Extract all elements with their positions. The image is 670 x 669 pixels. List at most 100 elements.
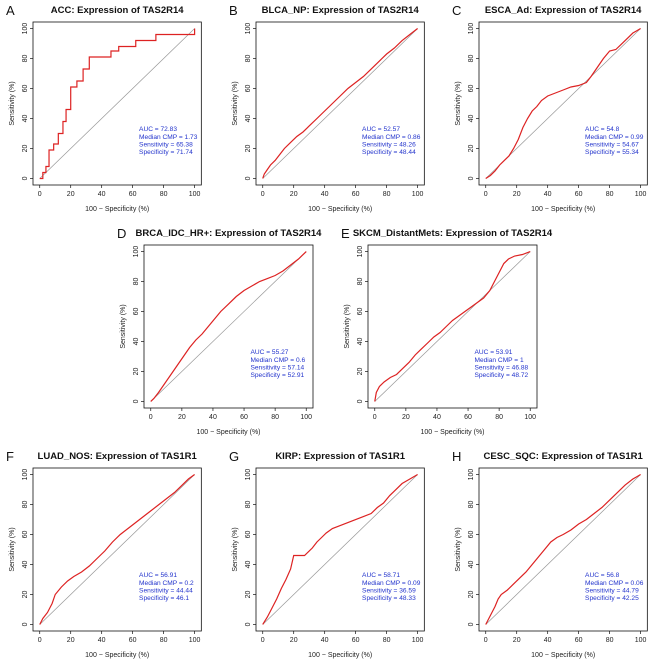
auc-stat: AUC = 52.57 — [362, 126, 400, 133]
y-axis-label: Sensitivity (%) — [232, 81, 239, 125]
chart-title: LUAD_NOS: Expression of TAS1R1 — [38, 451, 198, 462]
y-tick-label: 20 — [22, 590, 29, 598]
median-cmp-stat: Median CMP = 0.99 — [585, 134, 644, 141]
chart-panel-f: F LUAD_NOS: Expression of TAS1R1 0 20 40 60 80… — [6, 449, 202, 659]
y-tick-label: 20 — [468, 590, 475, 598]
x-tick-label: 80 — [271, 414, 279, 421]
plot-frame — [32, 467, 202, 632]
x-tick-label: 80 — [383, 637, 391, 644]
y-tick-label: 40 — [22, 115, 29, 123]
y-tick-label: 20 — [245, 590, 252, 598]
sensitivity-stat: Sensitivity = 44.44 — [139, 587, 193, 594]
diagonal-reference-line — [150, 251, 307, 402]
y-tick-label: 60 — [133, 308, 140, 316]
y-tick-label: 40 — [357, 338, 364, 346]
specificity-stat: Specificity = 48.72 — [474, 372, 528, 379]
y-tick-label: 20 — [468, 144, 475, 152]
auc-stat: AUC = 72.83 — [139, 126, 177, 133]
panel-letter: B — [229, 3, 238, 18]
plot-frame — [143, 244, 314, 409]
panel-letter: A — [6, 3, 15, 18]
auc-stat: AUC = 56.8 — [585, 572, 620, 579]
roc-curve — [485, 28, 641, 179]
x-axis-label: 100 − Specificity (%) — [531, 652, 595, 659]
y-tick-label: 40 — [468, 561, 475, 569]
x-tick-label: 20 — [402, 414, 410, 421]
x-tick-label: 60 — [129, 637, 137, 644]
diagonal-reference-line — [39, 474, 195, 625]
y-tick-label: 80 — [245, 501, 252, 509]
y-tick-label: 100 — [245, 469, 252, 481]
y-tick-label: 100 — [133, 246, 140, 258]
median-cmp-stat: Median CMP = 0.86 — [362, 134, 421, 141]
chart-title: KIRP: Expression of TAS1R1 — [275, 451, 405, 462]
panel-letter: D — [117, 226, 126, 241]
y-tick-label: 20 — [133, 367, 140, 375]
roc-curve — [39, 474, 195, 625]
y-axis-label: Sensitivity (%) — [232, 527, 239, 571]
sensitivity-stat: Sensitivity = 54.67 — [585, 141, 639, 148]
y-tick-label: 100 — [22, 23, 29, 35]
x-tick-label: 80 — [160, 191, 168, 198]
x-tick-label: 60 — [464, 414, 472, 421]
y-tick-label: 60 — [22, 531, 29, 539]
x-tick-label: 40 — [544, 191, 552, 198]
x-tick-label: 100 — [524, 414, 536, 421]
x-tick-label: 40 — [321, 191, 329, 198]
roc-curve — [262, 28, 418, 179]
x-tick-label: 20 — [290, 191, 298, 198]
specificity-stat: Specificity = 71.74 — [139, 149, 193, 156]
y-tick-label: 0 — [245, 176, 252, 180]
diagonal-reference-line — [485, 28, 641, 179]
panel-letter: F — [6, 449, 14, 464]
auc-stat: AUC = 55.27 — [250, 349, 288, 356]
y-axis-label: Sensitivity (%) — [455, 527, 462, 571]
y-tick-label: 80 — [133, 278, 140, 286]
x-tick-label: 20 — [513, 637, 521, 644]
x-tick-label: 0 — [484, 191, 488, 198]
x-tick-label: 20 — [67, 637, 75, 644]
x-tick-label: 40 — [544, 637, 552, 644]
x-tick-label: 60 — [352, 637, 360, 644]
x-tick-label: 20 — [67, 191, 75, 198]
x-axis-label: 100 − Specificity (%) — [85, 206, 149, 213]
specificity-stat: Specificity = 55.34 — [585, 149, 639, 156]
chart-title: ACC: Expression of TAS2R14 — [51, 5, 185, 16]
roc-curve — [39, 28, 196, 180]
x-tick-label: 100 — [412, 191, 424, 198]
diagonal-reference-line — [39, 28, 195, 179]
y-axis-label: Sensitivity (%) — [344, 304, 351, 348]
y-tick-label: 80 — [357, 278, 364, 286]
roc-curve — [485, 474, 641, 625]
diagonal-reference-line — [374, 251, 531, 402]
y-tick-label: 40 — [133, 338, 140, 346]
x-tick-label: 80 — [606, 191, 614, 198]
x-axis-label: 100 − Specificity (%) — [197, 429, 261, 436]
x-tick-label: 80 — [383, 191, 391, 198]
median-cmp-stat: Median CMP = 0.06 — [585, 580, 644, 587]
x-tick-label: 60 — [240, 414, 248, 421]
panel-letter: H — [452, 449, 461, 464]
plot-frame — [478, 21, 648, 186]
y-tick-label: 0 — [133, 399, 140, 403]
chart-title: CESC_SQC: Expression of TAS1R1 — [484, 451, 644, 462]
x-tick-label: 0 — [38, 637, 42, 644]
median-cmp-stat: Median CMP = 0.09 — [362, 580, 421, 587]
chart-title: BRCA_IDC_HR+: Expression of TAS2R14 — [136, 228, 323, 239]
x-tick-label: 40 — [321, 637, 329, 644]
y-tick-label: 0 — [245, 622, 252, 626]
diagonal-reference-line — [485, 474, 641, 625]
y-tick-label: 40 — [245, 115, 252, 123]
y-tick-label: 40 — [468, 115, 475, 123]
median-cmp-stat: Median CMP = 1.73 — [139, 134, 198, 141]
panel-letter: C — [452, 3, 461, 18]
diagonal-reference-line — [262, 474, 418, 625]
median-cmp-stat: Median CMP = 0.2 — [139, 580, 194, 587]
chart-panel-d: D BRCA_IDC_HR+: Expression of TAS2R14 0 20 4… — [117, 226, 322, 436]
panel-letter: E — [341, 226, 350, 241]
x-axis-label: 100 − Specificity (%) — [308, 652, 372, 659]
x-tick-label: 0 — [373, 414, 377, 421]
sensitivity-stat: Sensitivity = 46.88 — [474, 364, 528, 371]
x-tick-label: 100 — [189, 191, 201, 198]
